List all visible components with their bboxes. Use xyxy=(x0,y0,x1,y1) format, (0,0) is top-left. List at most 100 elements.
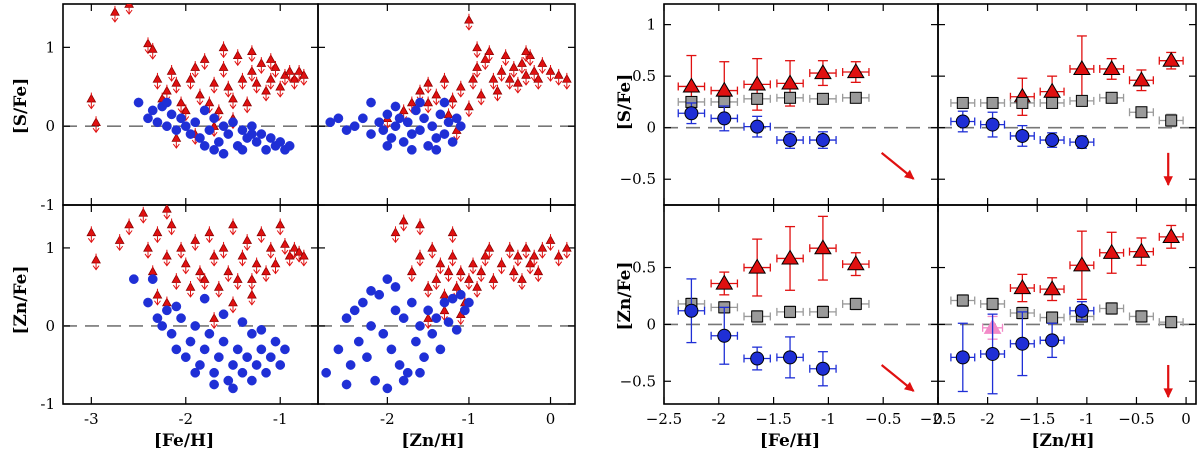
data-point-blue-circle xyxy=(228,383,238,394)
upper-limit-arrowhead xyxy=(538,68,546,74)
upper-limit-arrowhead xyxy=(457,319,465,326)
right-xlabel-znh: [Zn/H] xyxy=(1031,431,1094,451)
data-point-blue-circle xyxy=(162,305,172,316)
data-point-blue-circle xyxy=(366,285,376,296)
upper-limit-arrowhead xyxy=(154,300,161,306)
trend-arrow-head xyxy=(1163,388,1173,399)
upper-limit-arrowhead xyxy=(154,238,161,244)
right-bottom-ylabel: [Zn/Fe] xyxy=(615,261,635,330)
data-point-gray-square xyxy=(751,310,764,323)
data-point-blue-circle xyxy=(204,328,215,339)
data-point-gray-square xyxy=(816,305,829,318)
x-tick-label: -2 xyxy=(380,410,395,428)
data-point-blue-circle xyxy=(717,111,732,126)
data-point-blue-circle xyxy=(157,321,168,331)
upper-limit-arrowhead xyxy=(196,277,204,283)
upper-limit-arrowhead xyxy=(436,269,444,275)
upper-limit-arrowhead xyxy=(229,104,237,110)
data-point-red-triangle xyxy=(1162,51,1181,67)
data-point-blue-circle xyxy=(815,361,830,376)
upper-limit-arrowhead xyxy=(196,100,204,106)
upper-limit-arrowhead xyxy=(400,226,408,232)
data-point-blue-circle xyxy=(447,137,458,147)
data-point-gray-square xyxy=(751,92,764,105)
data-point-blue-circle xyxy=(451,113,462,124)
upper-limit-arrowhead xyxy=(224,277,232,283)
upper-limit-arrowhead xyxy=(229,230,237,236)
upper-limit-arrowhead xyxy=(125,9,133,15)
upper-limit-arrowhead xyxy=(239,84,246,90)
data-point-blue-circle xyxy=(390,121,401,132)
data-point-blue-circle xyxy=(455,121,466,132)
data-point-blue-circle xyxy=(270,336,281,347)
data-point-blue-circle xyxy=(133,97,144,108)
data-point-blue-circle xyxy=(237,317,248,327)
data-point-blue-circle xyxy=(750,119,765,134)
data-point-blue-circle xyxy=(228,360,238,370)
data-point-blue-circle xyxy=(419,352,429,363)
data-point-blue-circle xyxy=(358,297,368,308)
upper-limit-arrowhead xyxy=(498,269,505,275)
upper-limit-arrowhead xyxy=(481,261,489,267)
upper-limit-arrowhead xyxy=(286,261,294,267)
data-point-blue-circle xyxy=(435,109,446,120)
upper-limit-arrowhead xyxy=(518,68,526,74)
upper-limit-arrowhead xyxy=(510,277,518,283)
upper-limit-arrowhead xyxy=(281,249,289,255)
data-point-blue-circle xyxy=(275,360,286,370)
data-point-blue-circle xyxy=(783,133,798,148)
data-point-blue-circle xyxy=(199,293,210,304)
upper-limit-arrowhead xyxy=(272,269,279,275)
upper-limit-arrowhead xyxy=(469,84,477,90)
x-tick-label: -2 xyxy=(980,410,995,428)
data-point-blue-circle xyxy=(341,313,352,324)
data-point-blue-circle xyxy=(783,350,798,365)
y-tick-label: 1 xyxy=(45,239,55,257)
data-point-blue-circle xyxy=(415,125,425,135)
data-point-blue-circle xyxy=(955,350,970,365)
data-point-blue-circle xyxy=(242,352,253,363)
upper-limit-arrowhead xyxy=(526,269,534,275)
upper-limit-arrowhead xyxy=(191,72,199,78)
data-point-blue-circle xyxy=(199,344,210,355)
data-point-blue-circle xyxy=(180,352,191,363)
data-point-blue-circle xyxy=(1074,303,1089,318)
y-tick-label: −0.5 xyxy=(620,372,656,390)
data-point-blue-circle xyxy=(223,375,234,386)
data-point-blue-circle xyxy=(386,344,397,355)
upper-limit-arrowhead xyxy=(538,253,546,259)
upper-limit-arrowhead xyxy=(416,261,424,267)
data-point-red-triangle xyxy=(1162,227,1181,243)
upper-limit-arrowhead xyxy=(432,100,440,106)
data-point-blue-circle xyxy=(402,117,413,128)
data-point-blue-circle xyxy=(447,293,458,304)
data-point-blue-circle xyxy=(431,144,442,155)
upper-limit-arrowhead xyxy=(125,230,133,236)
upper-limit-arrowhead xyxy=(210,88,218,94)
data-point-blue-circle xyxy=(985,117,1000,132)
data-point-blue-circle xyxy=(349,305,360,316)
data-point-blue-circle xyxy=(190,321,201,331)
upper-limit-arrowhead xyxy=(300,80,308,86)
data-point-blue-circle xyxy=(143,113,153,124)
data-point-blue-circle xyxy=(406,144,417,155)
data-point-blue-circle xyxy=(209,379,219,390)
data-point-gray-square xyxy=(1046,311,1059,324)
data-point-red-triangle xyxy=(781,249,799,265)
upper-limit-arrowhead xyxy=(253,269,261,275)
data-point-blue-circle xyxy=(406,297,417,308)
data-point-gray-square xyxy=(1046,96,1059,109)
upper-limit-arrowhead xyxy=(262,277,270,283)
data-point-blue-circle xyxy=(237,367,248,378)
upper-limit-arrowhead xyxy=(465,25,473,31)
data-point-blue-circle xyxy=(394,360,405,370)
y-tick-label: -1 xyxy=(40,395,55,413)
panel-frame xyxy=(317,204,576,405)
y-tick-label: 0.5 xyxy=(632,259,656,277)
upper-limit-arrowhead xyxy=(563,84,571,90)
panel-frame xyxy=(62,204,319,405)
data-point-blue-circle xyxy=(398,313,409,324)
data-point-blue-circle xyxy=(411,336,421,347)
data-point-blue-circle xyxy=(223,129,234,139)
